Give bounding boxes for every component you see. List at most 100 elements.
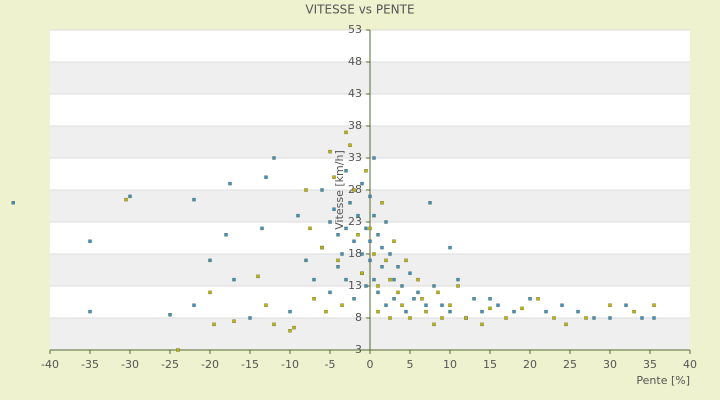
point — [376, 309, 380, 314]
point — [344, 130, 348, 135]
x-tick-label: 35 — [643, 358, 657, 371]
point — [496, 303, 500, 307]
point — [260, 226, 264, 231]
point — [348, 201, 352, 205]
point — [368, 258, 372, 263]
point — [592, 316, 596, 320]
point — [292, 325, 296, 330]
point — [404, 309, 408, 314]
point — [372, 252, 376, 256]
point — [392, 277, 396, 282]
point — [380, 201, 384, 205]
point — [256, 274, 260, 279]
point — [328, 220, 332, 224]
y-tick-label: 8 — [355, 311, 362, 324]
point — [408, 316, 412, 320]
point — [528, 297, 532, 301]
point — [192, 197, 196, 202]
point — [456, 277, 460, 282]
x-tick-label: -35 — [81, 358, 99, 371]
x-tick-label: -15 — [241, 358, 259, 371]
point — [264, 175, 268, 179]
point — [264, 303, 268, 307]
x-tick-label: -30 — [121, 358, 139, 371]
point — [360, 271, 364, 275]
point — [368, 226, 372, 231]
point — [376, 290, 380, 295]
point — [632, 309, 636, 314]
point — [420, 297, 424, 301]
point — [608, 303, 612, 307]
point — [488, 297, 492, 301]
point — [224, 233, 228, 237]
point — [352, 239, 356, 243]
point — [312, 277, 316, 282]
point — [356, 213, 360, 218]
point — [360, 252, 364, 256]
point — [440, 316, 444, 320]
point — [448, 245, 452, 250]
point — [372, 213, 376, 218]
point — [384, 220, 388, 224]
point — [424, 309, 428, 314]
point — [408, 271, 412, 275]
point — [504, 316, 508, 320]
x-tick-label: 30 — [603, 358, 617, 371]
point — [344, 226, 348, 231]
point — [208, 290, 212, 295]
point — [480, 322, 484, 327]
x-tick-label: -25 — [161, 358, 179, 371]
point — [560, 303, 564, 307]
point — [396, 290, 400, 295]
point — [312, 297, 316, 301]
point — [400, 284, 404, 288]
point — [448, 309, 452, 314]
x-tick-label: -5 — [325, 358, 336, 371]
point — [380, 265, 384, 269]
point — [576, 309, 580, 314]
point — [552, 316, 556, 320]
point — [360, 181, 364, 186]
point — [368, 239, 372, 243]
x-tick-label: 0 — [367, 358, 374, 371]
point — [424, 303, 428, 307]
y-tick-label: 33 — [348, 151, 362, 164]
point — [480, 309, 484, 314]
point — [368, 194, 372, 199]
point — [488, 306, 492, 311]
point — [416, 277, 420, 282]
point — [428, 201, 432, 205]
point — [320, 188, 324, 192]
point — [388, 252, 392, 256]
point — [332, 175, 336, 179]
point — [412, 297, 416, 301]
x-tick-label: 20 — [523, 358, 537, 371]
x-tick-label: -40 — [41, 358, 59, 371]
point — [416, 290, 420, 295]
point — [448, 303, 452, 307]
point — [624, 303, 628, 307]
point — [512, 309, 516, 314]
point — [272, 156, 276, 160]
point — [372, 156, 376, 160]
point — [288, 329, 292, 333]
point — [332, 207, 336, 211]
point — [436, 290, 440, 295]
point — [364, 226, 368, 231]
point — [464, 316, 468, 320]
point — [388, 277, 392, 282]
point — [388, 316, 392, 320]
point — [336, 258, 340, 263]
chart-title: VITESSE vs PENTE — [305, 3, 414, 17]
point — [536, 297, 540, 301]
point — [340, 303, 344, 307]
point — [380, 245, 384, 250]
point — [376, 284, 380, 288]
point — [212, 322, 216, 327]
point — [228, 181, 232, 186]
point — [544, 309, 548, 314]
point — [652, 316, 656, 320]
point — [232, 277, 236, 282]
y-tick-label: 18 — [348, 247, 362, 260]
